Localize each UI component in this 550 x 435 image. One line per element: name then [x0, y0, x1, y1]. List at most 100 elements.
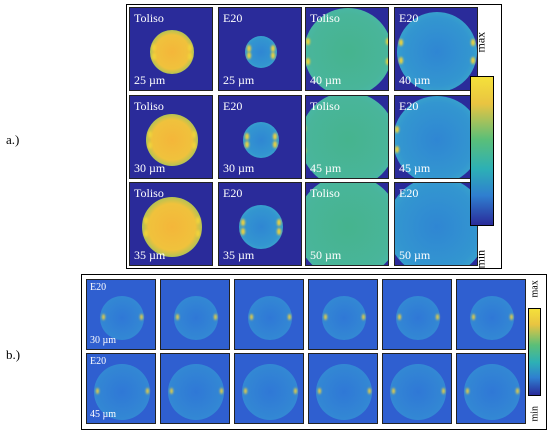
hotspot [144, 216, 148, 224]
panel-b-tile [234, 279, 304, 350]
hotspot [188, 53, 192, 61]
hotspot [271, 45, 275, 52]
particle-disk [306, 96, 388, 178]
hotspot [306, 57, 310, 65]
panel-a-tile: Toliso 50 µm [305, 182, 389, 266]
hotspot [515, 387, 519, 394]
panel-a-tile: Toliso 30 µm [129, 95, 213, 179]
panel-b-tile: E20 45 µm [86, 353, 156, 424]
hotspot [395, 126, 399, 133]
hotspot [169, 387, 173, 394]
tile-size-label: 45 µm [310, 161, 342, 175]
hotspot [247, 45, 251, 52]
particle-disk [239, 205, 283, 249]
panel-b-tile [308, 353, 378, 424]
panel-b-tile [234, 353, 304, 424]
tile-size-label: 30 µm [223, 161, 255, 175]
hotspot [245, 140, 249, 148]
hotspot [465, 387, 469, 394]
hotspot [367, 387, 371, 394]
tile-material-label: E20 [399, 186, 419, 200]
tile-size-label: 40 µm [310, 73, 342, 87]
panel-b-tile: E20 30 µm [86, 279, 156, 350]
tile-material-label: E20 [90, 356, 107, 367]
hotspot [249, 313, 253, 320]
particle-disk [396, 295, 440, 340]
hotspot [287, 313, 291, 320]
particle-disk [243, 122, 279, 158]
panel-a-colorbar-max-label: max [473, 31, 488, 53]
tile-size-label: 25 µm [223, 73, 255, 87]
hotspot [471, 39, 475, 46]
panel-b-tile [160, 279, 230, 350]
panel-a-tile: E20 50 µm [394, 182, 478, 266]
hotspot [192, 130, 196, 138]
tile-material-label: E20 [399, 11, 419, 25]
hotspot [273, 140, 277, 148]
hotspot [247, 52, 251, 60]
particle-disk [146, 114, 198, 166]
particle-disk [100, 295, 144, 340]
particle-disk [94, 363, 150, 420]
hotspot [386, 38, 388, 45]
tile-material-label: E20 [90, 282, 107, 293]
panel-b-tile [456, 279, 526, 350]
hotspot [277, 218, 281, 226]
particle-disk [390, 363, 446, 420]
tile-size-label: 50 µm [399, 248, 431, 262]
tile-material-label: E20 [223, 99, 243, 113]
particle-disk [306, 183, 388, 265]
panel-a-tile: E20 45 µm [394, 95, 478, 179]
hotspot [188, 43, 192, 51]
tile-size-label: 35 µm [223, 248, 255, 262]
hotspot [152, 53, 156, 61]
tile-material-label: Toliso [310, 186, 340, 200]
particle-disk [168, 363, 224, 420]
panel-a-tile: Toliso 45 µm [305, 95, 389, 179]
hotspot [196, 230, 200, 237]
hotspot [435, 313, 439, 320]
panel-b-colorbar-max-label: max [529, 280, 541, 298]
tile-material-label: E20 [223, 11, 243, 25]
particle-disk [242, 363, 298, 420]
particle-disk [248, 295, 292, 340]
particle-disk [142, 197, 202, 257]
tile-size-label: 45 µm [90, 409, 117, 420]
panel-a-tile: E20 35 µm [218, 182, 302, 266]
panel-b-colorbar [528, 308, 541, 396]
hotspot [145, 387, 149, 394]
hotspot [95, 387, 99, 394]
particle-disk [464, 363, 520, 420]
hotspot [399, 39, 403, 46]
hotspot [317, 387, 321, 394]
hotspot [399, 57, 403, 64]
panel-a-label: a.) [6, 132, 20, 147]
hotspot [192, 142, 196, 150]
particle-disk [306, 8, 388, 90]
hotspot [243, 387, 247, 394]
hotspot [101, 313, 105, 320]
hotspot [152, 43, 156, 51]
tile-size-label: 25 µm [134, 73, 166, 87]
tile-size-label: 45 µm [399, 161, 431, 175]
particle-disk [245, 36, 277, 68]
hotspot [361, 313, 365, 320]
tile-size-label: 30 µm [134, 161, 166, 175]
tile-material-label: Toliso [310, 11, 340, 25]
hotspot [219, 387, 223, 394]
hotspot [196, 216, 200, 224]
particle-disk [174, 295, 218, 340]
hotspot [241, 218, 245, 226]
hotspot [306, 38, 310, 45]
panel-b-tile [382, 279, 452, 350]
hotspot [471, 57, 475, 64]
particle-disk [470, 295, 514, 340]
hotspot [471, 313, 475, 320]
hotspot [175, 313, 179, 320]
panel-a-tile: Toliso 40 µm [305, 7, 389, 91]
hotspot [271, 52, 275, 60]
hotspot [148, 142, 152, 150]
tile-material-label: E20 [223, 186, 243, 200]
particle-disk [316, 363, 372, 420]
hotspot [395, 145, 399, 153]
